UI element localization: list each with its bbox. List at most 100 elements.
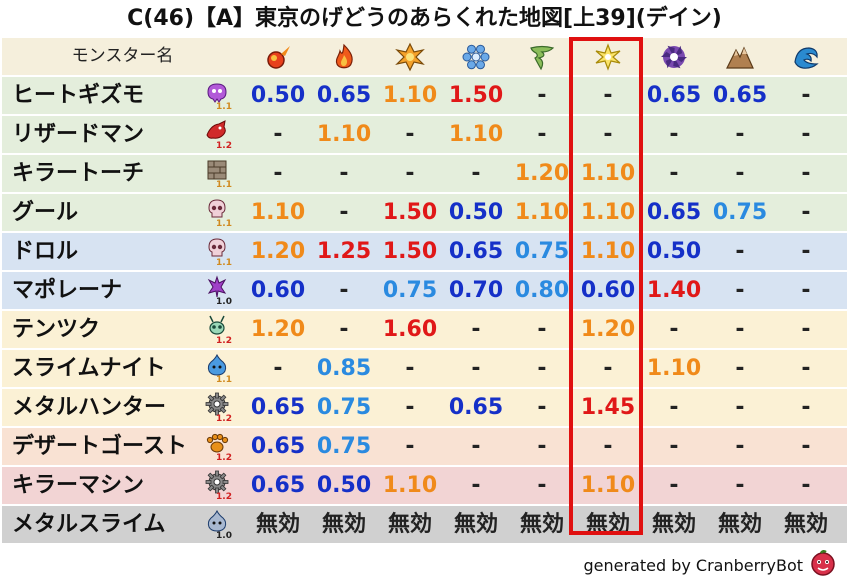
resistance-value: 1.10: [580, 473, 636, 498]
damage-multiplier: 1.1: [216, 258, 232, 268]
monster-name: メタルスライム 1.0: [2, 506, 243, 543]
resistance-value: -: [405, 161, 415, 186]
resistance-value: 1.50: [448, 83, 504, 108]
resistance-value: -: [405, 122, 415, 147]
table-row: リザードマン 1.2 - 1.10 - 1.10 - - - - -: [2, 116, 847, 153]
monster-name-label: スライムナイト: [12, 356, 166, 381]
killer-torch-icon: 1.1: [204, 157, 234, 190]
resistance-value: 1.20: [514, 161, 570, 186]
resistance-value: -: [273, 356, 283, 381]
table-row: テンツク 1.2 1.20 - 1.60 - - 1.20 - - -: [2, 311, 847, 348]
resistance-value: 0.65: [250, 395, 306, 420]
explosion-icon: [377, 38, 443, 75]
resistance-value: -: [537, 473, 547, 498]
resistance-value: -: [735, 161, 745, 186]
resistance-value: 0.75: [316, 434, 372, 459]
resistance-value: -: [339, 161, 349, 186]
resistance-value: -: [669, 122, 679, 147]
monster-name: ドロル 1.1: [2, 233, 243, 270]
resistance-value: -: [669, 473, 679, 498]
resistance-value: -: [669, 317, 679, 342]
wind-icon: [509, 38, 575, 75]
monster-name-label: メタルハンター: [12, 395, 167, 420]
monster-name: デザートゴースト 1.2: [2, 428, 243, 465]
monster-name: マポレーナ 1.0: [2, 272, 243, 309]
resistance-value: 1.40: [646, 278, 702, 303]
resistance-value: 無効: [651, 512, 696, 537]
monster-name-label: グール: [12, 200, 79, 225]
resistance-value: -: [801, 122, 811, 147]
damage-multiplier: 1.2: [216, 492, 232, 502]
metal-slime-icon: 1.0: [204, 508, 234, 541]
monster-name: スライムナイト 1.1: [2, 350, 243, 387]
resistance-value: -: [273, 122, 283, 147]
monster-name: グール 1.1: [2, 194, 243, 231]
table-row: メタルハンター 1.2 0.65 0.75 - 0.65 - 1.45 - - -: [2, 389, 847, 426]
damage-multiplier: 1.1: [216, 219, 232, 229]
resistance-value: -: [537, 356, 547, 381]
monster-name: テンツク 1.2: [2, 311, 243, 348]
resistance-value: 1.10: [580, 161, 636, 186]
cranberry-icon: [811, 549, 835, 576]
heat-gizmo-icon: 1.1: [204, 79, 234, 112]
resistance-value: -: [801, 473, 811, 498]
resistance-value: -: [801, 239, 811, 264]
resistance-value: 0.65: [250, 473, 306, 498]
table-row: キラートーチ 1.1 - - - - 1.20 1.10 - - -: [2, 155, 847, 192]
table-row: マポレーナ 1.0 0.60 - 0.75 0.70 0.80 0.60 1.40 - -: [2, 272, 847, 309]
water-icon: [773, 38, 839, 75]
resistance-value: -: [537, 395, 547, 420]
resistance-value: 無効: [585, 512, 630, 537]
resistance-value: -: [669, 161, 679, 186]
resistance-value: -: [801, 395, 811, 420]
resistance-value: -: [801, 200, 811, 225]
resistance-value: 0.70: [448, 278, 504, 303]
monster-name-label: デザートゴースト: [12, 434, 187, 459]
resistance-value: -: [735, 239, 745, 264]
resistance-value: -: [471, 356, 481, 381]
resistance-value: -: [405, 434, 415, 459]
monster-name-label: ヒートギズモ: [12, 83, 145, 108]
fire-ball-icon: [245, 38, 311, 75]
resistance-value: 1.10: [250, 200, 306, 225]
resistance-value: -: [471, 161, 481, 186]
resistance-value: 0.60: [250, 278, 306, 303]
table-row: グール 1.1 1.10 - 1.50 0.50 1.10 1.10 0.65 0.75 -: [2, 194, 847, 231]
monster-name-label: テンツク: [12, 317, 101, 342]
resistance-value: -: [735, 434, 745, 459]
table-row: ヒートギズモ 1.1 0.50 0.65 1.10 1.50 - - 0.65 0.65 -: [2, 77, 847, 114]
resistance-value: -: [801, 161, 811, 186]
resistance-value: 0.65: [250, 434, 306, 459]
resistance-value: 0.50: [646, 239, 702, 264]
resistance-value: -: [471, 434, 481, 459]
resistance-value: -: [537, 122, 547, 147]
resistance-value: -: [537, 434, 547, 459]
damage-multiplier: 1.2: [216, 141, 232, 151]
resistance-value: -: [735, 317, 745, 342]
resistance-value: 無効: [255, 512, 300, 537]
monster-name: ヒートギズモ 1.1: [2, 77, 243, 114]
damage-multiplier: 1.2: [216, 453, 232, 463]
resistance-value: -: [735, 278, 745, 303]
resistance-value: 1.20: [250, 239, 306, 264]
flame-icon: [311, 38, 377, 75]
resistance-value: 0.75: [316, 395, 372, 420]
resistance-value: 1.60: [382, 317, 438, 342]
resistance-value: 0.65: [712, 83, 768, 108]
resistance-value: -: [735, 473, 745, 498]
tentsuku-icon: 1.2: [204, 313, 234, 346]
resistance-value: -: [603, 356, 613, 381]
ghoul-skull-icon: 1.1: [204, 196, 234, 229]
monster-name-label: ドロル: [12, 239, 79, 264]
resistance-value: -: [603, 83, 613, 108]
desert-ghost-paw-icon: 1.2: [204, 430, 234, 463]
table-row: デザートゴースト 1.2 0.65 0.75 - - - - - - -: [2, 428, 847, 465]
resistance-value: 0.50: [250, 83, 306, 108]
monster-name-label: キラートーチ: [12, 161, 145, 186]
resistance-value: -: [669, 434, 679, 459]
resistance-value: -: [735, 356, 745, 381]
resistance-value: 0.85: [316, 356, 372, 381]
resistance-value: 1.50: [382, 200, 438, 225]
ice-icon: [443, 38, 509, 75]
resistance-value: 無効: [321, 512, 366, 537]
